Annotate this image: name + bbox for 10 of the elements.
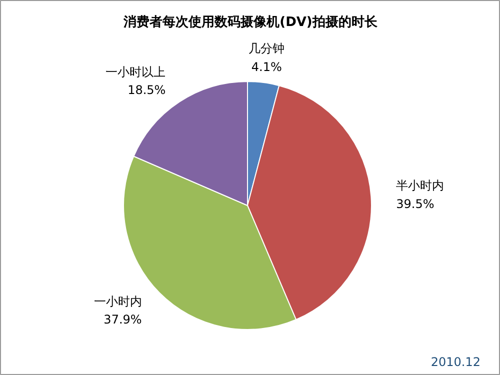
slice-label: 一小时内 — [94, 294, 142, 308]
chart-title: 消费者每次使用数码摄像机(DV)拍摄的时长 — [122, 15, 378, 30]
data-label: 18.5% — [128, 83, 166, 98]
data-label: 4.1% — [251, 60, 282, 74]
data-label: 37.9% — [104, 312, 142, 327]
slice-label: 半小时内 — [396, 178, 444, 193]
text: 2010.12 — [430, 355, 480, 369]
slice-label: 一小时以上 — [106, 64, 166, 79]
data-label: 39.5% — [396, 196, 434, 211]
slice-label: 几分钟 — [248, 42, 285, 56]
